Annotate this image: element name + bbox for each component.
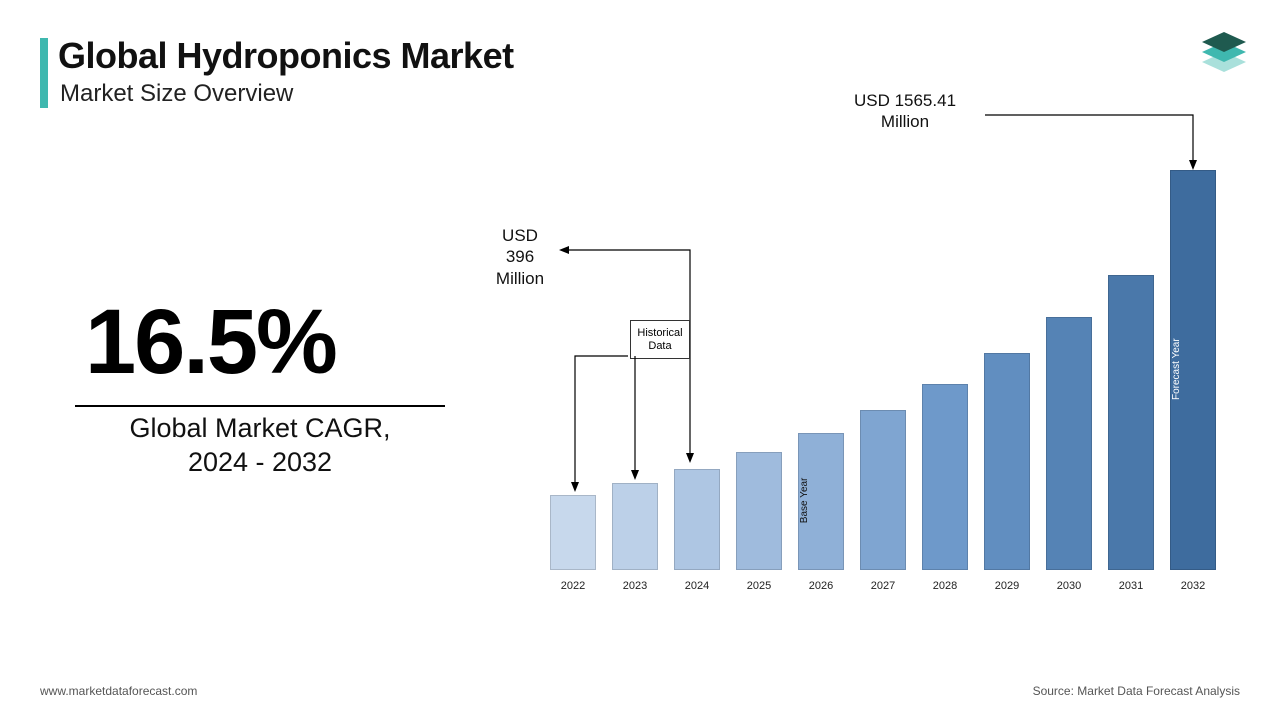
bar-chart: 2022 2023 2024 2025 Base Year 2026 2027 2028 202… bbox=[550, 170, 1230, 600]
callout-historical-box: Historical Data bbox=[630, 320, 690, 359]
callout-historical-line1: Historical bbox=[637, 327, 682, 339]
bar-note-2032: Forecast Year bbox=[1171, 179, 1217, 559]
callout-start-line3: Million bbox=[496, 269, 544, 288]
page-title: Global Hydroponics Market bbox=[58, 35, 514, 77]
footer-attribution: Source: Market Data Forecast Analysis bbox=[1033, 684, 1240, 698]
cagr-divider bbox=[75, 405, 445, 407]
bar-2025 bbox=[736, 452, 782, 570]
callout-end-value: USD 1565.41 Million bbox=[825, 90, 985, 133]
callout-end-line2: Million bbox=[881, 112, 929, 131]
bar-2032: Forecast Year bbox=[1170, 170, 1216, 570]
callout-historical-line2: Data bbox=[648, 340, 671, 352]
bar-2030 bbox=[1046, 317, 1092, 570]
bar-2029 bbox=[984, 353, 1030, 570]
bar-xlabel-2024: 2024 bbox=[674, 580, 720, 592]
callout-start-value: USD 396 Million bbox=[475, 225, 565, 289]
cagr-label: Global Market CAGR, 2024 - 2032 bbox=[75, 412, 445, 480]
bar-group: 2022202320242025Base Year202620272028202… bbox=[550, 170, 1230, 570]
bar-2022 bbox=[550, 495, 596, 570]
title-accent-bar bbox=[40, 38, 48, 108]
bar-2028 bbox=[922, 384, 968, 570]
bar-2023 bbox=[612, 483, 658, 570]
footer-source-url: www.marketdataforecast.com bbox=[40, 684, 197, 698]
bar-xlabel-2029: 2029 bbox=[984, 580, 1030, 592]
cagr-label-line2: 2024 - 2032 bbox=[188, 447, 332, 477]
bar-xlabel-2031: 2031 bbox=[1108, 580, 1154, 592]
bar-2031 bbox=[1108, 275, 1154, 570]
bar-2024 bbox=[674, 469, 720, 570]
bar-xlabel-2026: 2026 bbox=[798, 580, 844, 592]
cagr-label-line1: Global Market CAGR, bbox=[129, 413, 390, 443]
callout-start-line1: USD bbox=[502, 226, 538, 245]
bar-xlabel-2027: 2027 bbox=[860, 580, 906, 592]
bar-xlabel-2030: 2030 bbox=[1046, 580, 1092, 592]
callout-start-line2: 396 bbox=[506, 247, 534, 266]
cagr-value: 16.5% bbox=[85, 290, 336, 395]
bar-xlabel-2022: 2022 bbox=[550, 580, 596, 592]
bar-xlabel-2025: 2025 bbox=[736, 580, 782, 592]
bar-xlabel-2032: 2032 bbox=[1170, 580, 1216, 592]
bar-2027 bbox=[860, 410, 906, 570]
callout-end-line1: USD 1565.41 bbox=[854, 91, 956, 110]
page-subtitle: Market Size Overview bbox=[60, 80, 293, 108]
bar-xlabel-2028: 2028 bbox=[922, 580, 968, 592]
brand-logo-icon bbox=[1196, 22, 1252, 78]
stacked-layers-icon bbox=[1202, 32, 1246, 72]
page-root: Global Hydroponics Market Market Size Ov… bbox=[0, 0, 1280, 720]
bar-xlabel-2023: 2023 bbox=[612, 580, 658, 592]
bar-2026: Base Year bbox=[798, 433, 844, 570]
bar-note-2026: Base Year bbox=[799, 442, 845, 559]
